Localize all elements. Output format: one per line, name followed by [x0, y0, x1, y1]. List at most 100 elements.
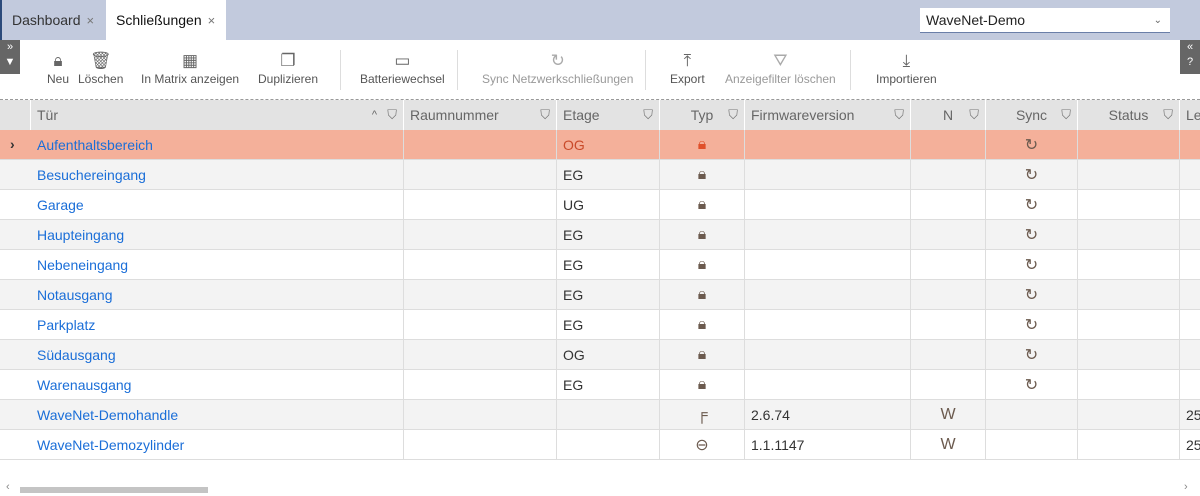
filter-icon[interactable]: ⛉ — [1163, 107, 1173, 122]
tab-schliessungen[interactable]: Schließungen × — [106, 0, 226, 40]
batteriewechsel-button[interactable]: ▭ Batteriewechsel — [360, 50, 445, 86]
project-select-value: WaveNet-Demo — [926, 12, 1026, 28]
anzeigefilter-löschen-button[interactable]: ⛛ Anzeigefilter löschen — [725, 50, 836, 86]
horizontal-scrollbar[interactable] — [20, 487, 208, 493]
expand-filter-panel-button[interactable]: » ▼ — [0, 40, 20, 74]
in-matrix-anzeigen-button[interactable]: ▦ In Matrix anzeigen — [141, 50, 239, 86]
current-row-indicator-icon: › — [10, 136, 15, 152]
table-row[interactable]: Warenausgang EG 🔒︎ ↻ — [0, 370, 1200, 400]
table-row[interactable]: Südausgang OG 🔒︎ ↻ — [0, 340, 1200, 370]
floor-value: OG — [563, 136, 585, 153]
duplizieren-button[interactable]: ❐ Duplizieren — [258, 50, 318, 86]
cell-raum — [404, 400, 557, 429]
button-label: Batteriewechsel — [360, 72, 445, 86]
cell-le — [1180, 160, 1200, 189]
sync-icon[interactable]: ↻ — [1024, 226, 1039, 244]
neu-button[interactable]: 🔒︎ Neu — [47, 50, 69, 86]
table-row[interactable]: Nebeneingang EG 🔒︎ ↻ — [0, 250, 1200, 280]
lock-wireless-icon: 🔒︎ — [697, 345, 707, 363]
import-icon: ⤓ — [902, 51, 911, 70]
sync-icon[interactable]: ↻ — [1024, 136, 1039, 154]
cell-typ: 🔒︎ — [660, 160, 745, 189]
expand-help-panel-button[interactable]: «? — [1180, 40, 1200, 74]
door-name-link[interactable]: Notausgang — [37, 286, 113, 303]
column-header-le[interactable]: Le — [1180, 100, 1200, 130]
lock-wireless-icon: 🔒︎ — [697, 285, 707, 303]
door-name-link[interactable]: Garage — [37, 196, 84, 213]
close-icon[interactable]: × — [207, 12, 216, 28]
floor-value: EG — [563, 316, 584, 333]
cell-etage: UG — [557, 190, 660, 219]
filter-icon[interactable]: ⛉ — [894, 107, 904, 122]
sync-icon[interactable]: ↻ — [1024, 286, 1039, 304]
sync-icon[interactable]: ↻ — [1024, 346, 1039, 364]
door-name-link[interactable]: Aufenthaltsbereich — [37, 136, 153, 153]
cell-n: W — [911, 430, 986, 459]
column-header-etage[interactable]: Etage ⛉ — [557, 100, 660, 130]
door-name-link[interactable]: Haupteingang — [37, 226, 125, 243]
cell-status — [1078, 340, 1180, 369]
chevron-down-icon: ⌄ — [1153, 14, 1162, 26]
cell-le — [1180, 280, 1200, 309]
handle-icon: ╒ — [696, 405, 708, 423]
cell-etage — [557, 400, 660, 429]
column-header-raumnummer[interactable]: Raumnummer ⛉ — [404, 100, 557, 130]
close-icon[interactable]: × — [86, 12, 95, 28]
cell-status — [1078, 280, 1180, 309]
cell-fw: 2.6.74 — [745, 400, 911, 429]
sync-icon[interactable]: ↻ — [1024, 166, 1039, 184]
cell-raum — [404, 430, 557, 459]
column-header-status[interactable]: Status ⛉ — [1078, 100, 1180, 130]
project-select[interactable]: WaveNet-Demo ⌄ — [920, 8, 1170, 33]
cell-etage: EG — [557, 160, 660, 189]
sync-icon[interactable]: ↻ — [1024, 196, 1039, 214]
filter-icon[interactable]: ⛉ — [387, 107, 397, 122]
tab-dashboard[interactable]: Dashboard × — [2, 0, 104, 40]
clear-filter-icon: ⛛ — [773, 51, 788, 70]
filter-icon[interactable]: ⛉ — [1061, 107, 1071, 122]
table-row[interactable]: WaveNet-Demohandle ╒ 2.6.74 W 25 — [0, 400, 1200, 430]
table-row[interactable]: Besuchereingang EG 🔒︎ ↻ — [0, 160, 1200, 190]
table-row[interactable]: WaveNet-Demozylinder ⊖ 1.1.1147 W 25 — [0, 430, 1200, 460]
table-row[interactable]: Parkplatz EG 🔒︎ ↻ — [0, 310, 1200, 340]
sync-icon[interactable]: ↻ — [1024, 316, 1039, 334]
scroll-left-icon[interactable]: ‹ — [6, 481, 10, 493]
filter-icon[interactable]: ⛉ — [969, 107, 979, 122]
lock-wireless-icon: 🔒︎ — [697, 135, 707, 153]
filter-icon[interactable]: ⛉ — [540, 107, 550, 122]
cell-raum — [404, 370, 557, 399]
cell-raum — [404, 220, 557, 249]
floor-value: EG — [563, 376, 584, 393]
door-name-link[interactable]: Parkplatz — [37, 316, 96, 333]
table-row[interactable]: Notausgang EG 🔒︎ ↻ — [0, 280, 1200, 310]
scroll-right-icon[interactable]: › — [1184, 481, 1188, 493]
table-row[interactable]: › Aufenthaltsbereich OG 🔒︎ ↻ — [0, 130, 1200, 160]
sync-icon[interactable]: ↻ — [1024, 376, 1039, 394]
sort-ascending-icon[interactable]: ^ — [371, 109, 377, 121]
cell-typ: ╒ — [660, 400, 745, 429]
column-header-typ[interactable]: Typ ⛉ — [660, 100, 745, 130]
column-header-firmwareversion[interactable]: Firmwareversion ⛉ — [745, 100, 911, 130]
table-row[interactable]: Garage UG 🔒︎ ↻ — [0, 190, 1200, 220]
toolbar-separator — [850, 50, 851, 90]
column-header-n[interactable]: N ⛉ — [911, 100, 986, 130]
door-name-link[interactable]: Besuchereingang — [37, 166, 146, 183]
floor-value: EG — [563, 256, 584, 273]
door-name-link[interactable]: WaveNet-Demohandle — [37, 406, 179, 423]
filter-icon[interactable]: ⛉ — [728, 107, 738, 122]
cell-n — [911, 220, 986, 249]
export-button[interactable]: ⤒ Export — [670, 50, 705, 86]
column-header-tür[interactable]: Tür ^ ⛉ — [31, 100, 404, 130]
table-row[interactable]: Haupteingang EG 🔒︎ ↻ — [0, 220, 1200, 250]
column-header-sync[interactable]: Sync ⛉ — [986, 100, 1078, 130]
cell-n — [911, 340, 986, 369]
sync-netzwerkschließungen-button[interactable]: ↻ Sync Netzwerkschließungen — [482, 50, 633, 86]
door-name-link[interactable]: WaveNet-Demozylinder — [37, 436, 185, 453]
door-name-link[interactable]: Warenausgang — [37, 376, 132, 393]
filter-icon[interactable]: ⛉ — [643, 107, 653, 122]
sync-icon[interactable]: ↻ — [1024, 256, 1039, 274]
löschen-button[interactable]: 🗑︎ Löschen — [78, 50, 123, 86]
door-name-link[interactable]: Nebeneingang — [37, 256, 129, 273]
importieren-button[interactable]: ⤓ Importieren — [876, 50, 937, 86]
door-name-link[interactable]: Südausgang — [37, 346, 116, 363]
